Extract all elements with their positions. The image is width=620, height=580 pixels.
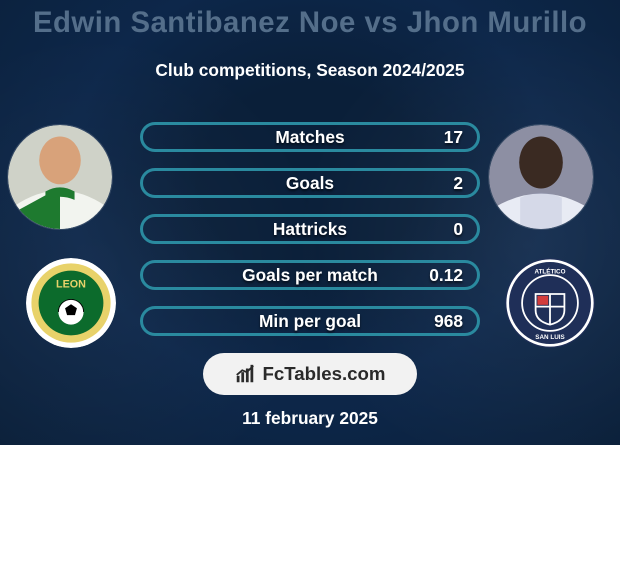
stat-label: Goals per match xyxy=(143,263,477,287)
svg-text:LEON: LEON xyxy=(56,279,86,291)
player-avatar-right-image xyxy=(489,125,593,229)
stat-label: Min per goal xyxy=(143,309,477,333)
player-avatar-left xyxy=(8,125,112,229)
stat-row: Min per goal 968 xyxy=(140,306,480,336)
stat-row: Matches 17 xyxy=(140,122,480,152)
stat-value: 0.12 xyxy=(429,263,463,287)
stat-row: Hattricks 0 xyxy=(140,214,480,244)
comparison-card: Edwin Santibanez Noe vs Jhon Murillo Clu… xyxy=(0,0,620,445)
svg-text:ATLÉTICO: ATLÉTICO xyxy=(534,266,565,275)
stat-label: Hattricks xyxy=(143,217,477,241)
stat-value: 2 xyxy=(453,171,463,195)
chart-icon xyxy=(234,363,256,385)
stat-row: Goals 2 xyxy=(140,168,480,198)
player-avatar-right xyxy=(489,125,593,229)
page-title: Edwin Santibanez Noe vs Jhon Murillo xyxy=(0,6,620,40)
stat-row: Goals per match 0.12 xyxy=(140,260,480,290)
stat-value: 968 xyxy=(434,309,463,333)
club-crest-right: ATLÉTICO SAN LUIS xyxy=(505,258,595,348)
player-avatar-left-image xyxy=(8,125,112,229)
svg-text:SAN LUIS: SAN LUIS xyxy=(535,334,564,341)
stat-value: 17 xyxy=(444,125,463,149)
club-crest-left: LEON xyxy=(26,258,116,348)
date-text: 11 february 2025 xyxy=(0,408,620,429)
subtitle: Club competitions, Season 2024/2025 xyxy=(0,60,620,81)
stat-value: 0 xyxy=(453,217,463,241)
brand-text: FcTables.com xyxy=(262,363,385,385)
stat-label: Matches xyxy=(143,125,477,149)
stats-list: Matches 17 Goals 2 Hattricks 0 Goals per… xyxy=(140,122,480,352)
brand-badge[interactable]: FcTables.com xyxy=(203,353,417,395)
club-crest-left-image: LEON xyxy=(26,258,116,348)
stat-label: Goals xyxy=(143,171,477,195)
club-crest-right-image: ATLÉTICO SAN LUIS xyxy=(505,258,595,348)
